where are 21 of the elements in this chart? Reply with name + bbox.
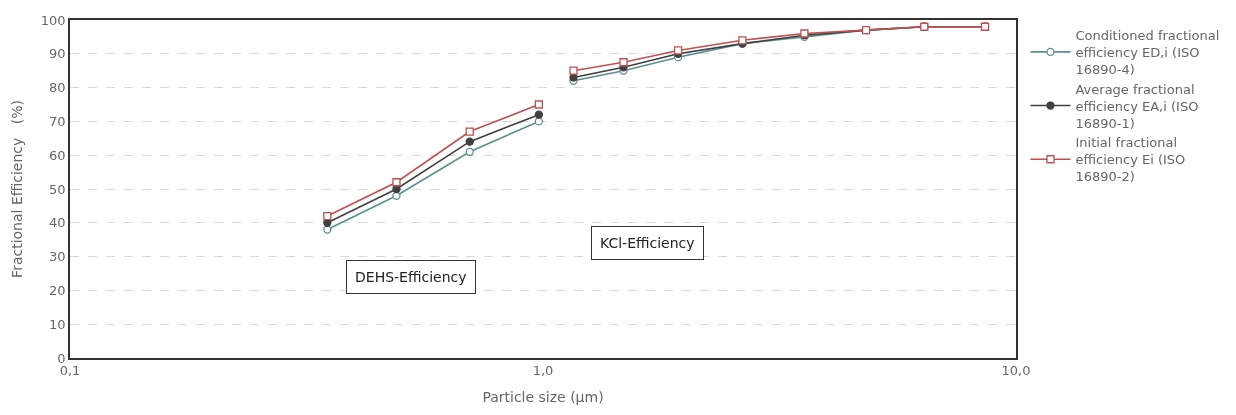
y-tick-label: 50 xyxy=(49,181,66,197)
annotation: KCl-Efficiency xyxy=(600,235,695,251)
y-tick-label: 80 xyxy=(49,80,66,96)
legend-label: Initial fractional efficiency Ei (ISO 16890-2) xyxy=(1075,135,1186,185)
y-tick-label: 100 xyxy=(40,12,66,28)
y-tick-label: 10 xyxy=(49,316,66,332)
legend-label: Conditioned fractional efficiency ED,i (ISO 16890-4) xyxy=(1075,28,1220,77)
annotation: DEHS-Efficiency xyxy=(355,269,467,285)
y-tick-label: 40 xyxy=(49,215,66,231)
y-tick-label: 60 xyxy=(49,147,66,163)
y-axis-title: Fractional Efficiency (%) xyxy=(8,100,25,278)
y-tick-label: 0 xyxy=(57,350,66,366)
x-tick-label: 0,1 xyxy=(59,363,81,379)
legend-label: Average fractional efficiency EA,i (ISO 16890-1) xyxy=(1075,81,1199,131)
y-tick-label: 70 xyxy=(49,113,66,129)
x-axis-title: Particle size (µm) xyxy=(482,389,604,406)
x-tick-label: 1,0 xyxy=(532,363,554,379)
y-tick-label: 90 xyxy=(49,46,66,62)
y-tick-label: 20 xyxy=(49,282,66,298)
x-tick-label: 10,0 xyxy=(1001,363,1031,379)
y-tick-label: 30 xyxy=(49,249,66,265)
